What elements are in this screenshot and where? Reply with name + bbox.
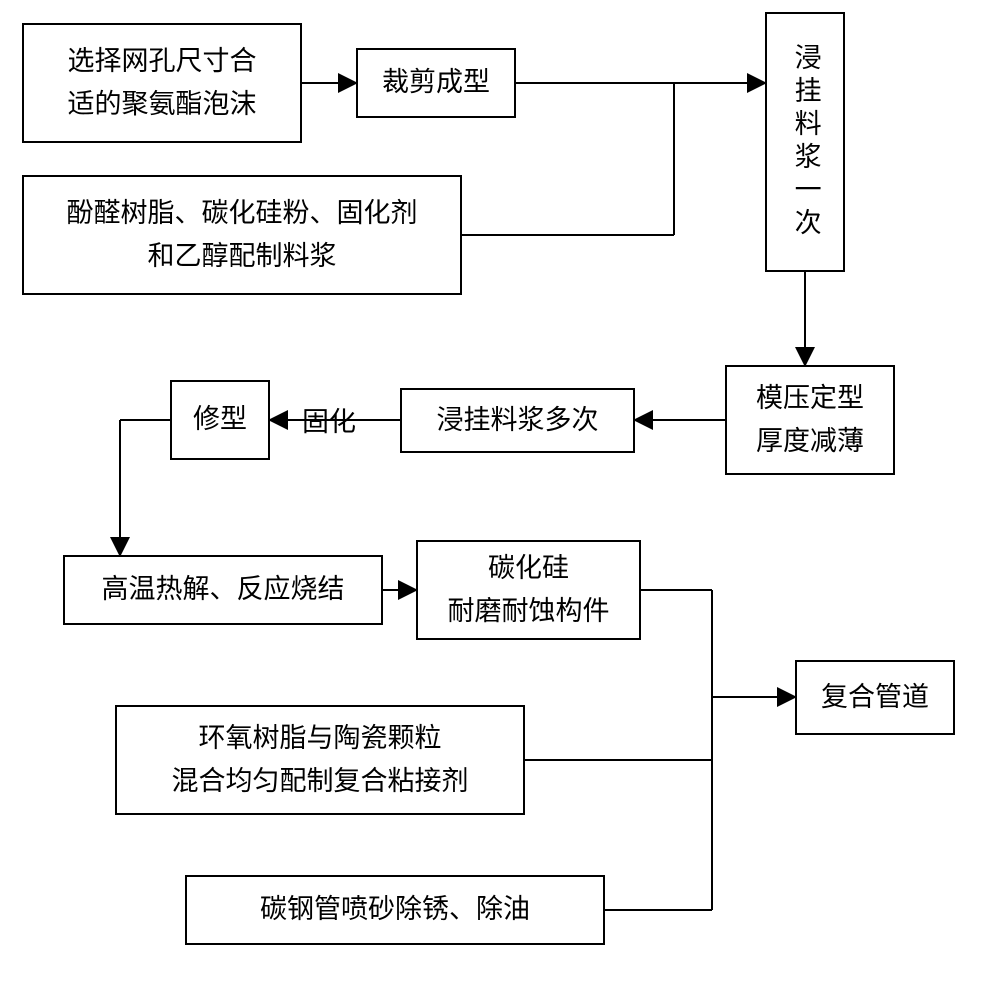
node-composite-pipe: 复合管道 <box>795 660 955 735</box>
node-pyrolysis: 高温热解、反应烧结 <box>63 555 383 625</box>
node-adhesive-prep: 环氧树脂与陶瓷颗粒混合均匀配制复合粘接剂 <box>115 705 525 815</box>
edge-label-cure: 固化 <box>298 400 360 439</box>
node-steel-pipe: 碳钢管喷砂除锈、除油 <box>185 875 605 945</box>
node-cut-shape: 裁剪成型 <box>356 48 516 118</box>
node-mold-thin: 模压定型厚度减薄 <box>725 365 895 475</box>
node-dip-once: 浸挂料浆一次 <box>765 12 845 272</box>
node-foam-select: 选择网孔尺寸合适的聚氨酯泡沫 <box>22 23 302 143</box>
node-dip-multi: 浸挂料浆多次 <box>400 388 635 453</box>
node-sic-part: 碳化硅耐磨耐蚀构件 <box>416 540 641 640</box>
node-trim: 修型 <box>170 380 270 460</box>
node-slurry-prep: 酚醛树脂、碳化硅粉、固化剂和乙醇配制料浆 <box>22 175 462 295</box>
